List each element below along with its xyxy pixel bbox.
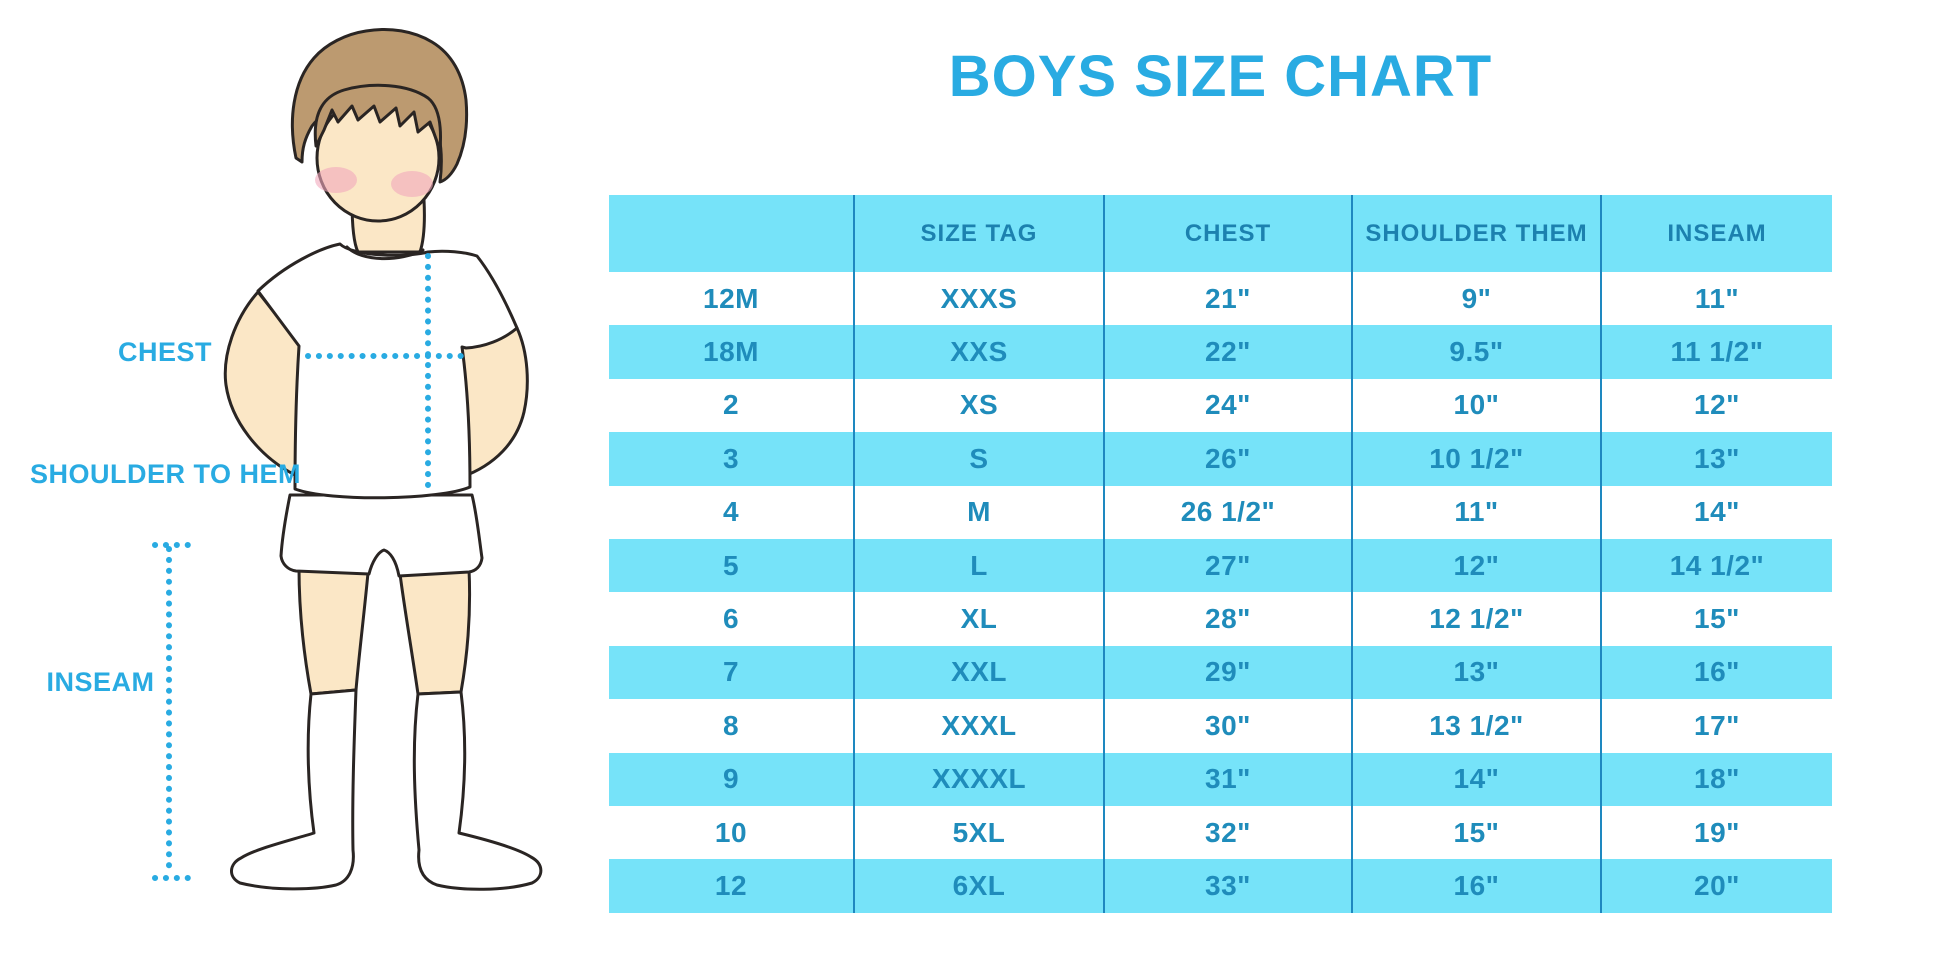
table-cell: 20" xyxy=(1600,859,1832,913)
table-row: 3 S 26" 10 1/2" 13" xyxy=(609,432,1832,486)
header-cell-size xyxy=(609,195,853,272)
size-cell: 7 xyxy=(722,656,740,688)
table-cell: M xyxy=(853,485,1103,539)
table-cell: 30" xyxy=(1103,699,1351,753)
table-cell: 12" xyxy=(1600,378,1832,433)
table-cell: 10 1/2" xyxy=(1351,432,1600,486)
table-cell: XXXXL xyxy=(853,752,1103,806)
table-row: 4 M 26 1/2" 11" 14" xyxy=(609,485,1832,539)
table-cell: 26 1/2" xyxy=(1103,485,1351,539)
size-table: SIZE TAG CHEST SHOULDER THEM INSEAM 12M X… xyxy=(609,195,1832,913)
table-cell: XXS xyxy=(853,325,1103,379)
boy-arms xyxy=(223,290,529,479)
measurement-lines xyxy=(152,253,465,881)
table-cell: XL xyxy=(853,592,1103,646)
boy-socks xyxy=(230,688,358,891)
boy-shirt xyxy=(256,242,519,500)
table-cell: XXXS xyxy=(853,272,1103,326)
table-row: 6 XL 28" 12 1/2" 15" xyxy=(609,592,1832,646)
table-cell: 9" xyxy=(1351,272,1600,326)
table-cell: L xyxy=(853,538,1103,593)
table-cell: 13" xyxy=(1351,645,1600,700)
table-cell: 26" xyxy=(1103,432,1351,486)
boy-hair-fringe xyxy=(313,83,442,152)
header-cell-chest: CHEST xyxy=(1103,195,1351,272)
table-cell: 16" xyxy=(1351,859,1600,913)
size-cell: 9 xyxy=(722,763,740,795)
size-cell: 2 xyxy=(722,389,740,421)
table-row: 12 6XL 33" 16" 20" xyxy=(609,859,1832,913)
table-cell: 10" xyxy=(1351,378,1600,433)
size-cell: 12 xyxy=(714,869,748,901)
boy-legs xyxy=(230,566,543,891)
table-cell: 33" xyxy=(1103,859,1351,913)
table-cell: 16" xyxy=(1600,645,1832,700)
table-cell: 21" xyxy=(1103,272,1351,326)
boy-head xyxy=(290,28,469,223)
size-table-body: 12M XXXS 21" 9" 11" 18M XXS 22" 9.5" 11 1/2" 2 XS 24… xyxy=(609,272,1832,913)
header-cell-shoulder-to-hem: SHOULDER THEM xyxy=(1351,195,1600,272)
header-cell-inseam: INSEAM xyxy=(1600,195,1832,272)
size-cell: 8 xyxy=(722,709,740,741)
table-cell: 11" xyxy=(1351,485,1600,539)
table-cell: 13 1/2" xyxy=(1351,699,1600,753)
boy-illustration xyxy=(152,28,543,891)
table-row: 7 XXL 29" 13" 16" xyxy=(609,645,1832,700)
size-cell: 6 xyxy=(722,603,740,635)
boy-socks xyxy=(412,690,543,891)
table-cell: 18" xyxy=(1600,752,1832,806)
table-cell: 9.5" xyxy=(1351,325,1600,379)
table-cell: 22" xyxy=(1103,325,1351,379)
boy-shorts xyxy=(279,493,484,578)
table-cell: XXL xyxy=(853,645,1103,700)
table-cell: 31" xyxy=(1103,752,1351,806)
table-row: 10 5XL 32" 15" 19" xyxy=(609,805,1832,860)
table-header-row: SIZE TAG CHEST SHOULDER THEM INSEAM xyxy=(609,195,1832,272)
table-row: 2 XS 24" 10" 12" xyxy=(609,378,1832,433)
table-cell: 15" xyxy=(1351,805,1600,860)
size-cell: 18M xyxy=(703,336,759,368)
table-row: 8 XXXL 30" 13 1/2" 17" xyxy=(609,699,1832,753)
table-row: 5 L 27" 12" 14 1/2" xyxy=(609,538,1832,593)
table-cell: 28" xyxy=(1103,592,1351,646)
table-cell: 19" xyxy=(1600,805,1832,860)
table-cell: 29" xyxy=(1103,645,1351,700)
table-cell: 12 1/2" xyxy=(1351,592,1600,646)
table-cell: 11" xyxy=(1600,272,1832,326)
table-cell: S xyxy=(853,432,1103,486)
table-row: 9 XXXXL 31" 14" 18" xyxy=(609,752,1832,806)
label-shoulder-to-hem: SHOULDER TO HEM xyxy=(30,459,302,489)
table-cell: 17" xyxy=(1600,699,1832,753)
table-cell: 27" xyxy=(1103,538,1351,593)
table-cell: 12" xyxy=(1351,538,1600,593)
boy-blush xyxy=(391,171,433,197)
table-cell: 13" xyxy=(1600,432,1832,486)
table-cell: 14 1/2" xyxy=(1600,538,1832,593)
size-cell: 3 xyxy=(722,442,740,474)
size-cell: 4 xyxy=(722,496,740,528)
table-cell: 6XL xyxy=(853,859,1103,913)
size-cell: 5 xyxy=(722,549,740,581)
label-chest: CHEST xyxy=(117,337,212,367)
page-title: BOYS SIZE CHART xyxy=(948,43,1493,109)
table-row: 12M XXXS 21" 9" 11" xyxy=(609,272,1832,326)
table-cell: 14" xyxy=(1600,485,1832,539)
table-row: 18M XXS 22" 9.5" 11 1/2" xyxy=(609,325,1832,379)
table-cell: 15" xyxy=(1600,592,1832,646)
size-cell: 12M xyxy=(703,282,759,314)
size-cell: 10 xyxy=(714,816,748,848)
table-cell: 24" xyxy=(1103,378,1351,433)
header-cell-size-tag: SIZE TAG xyxy=(853,195,1103,272)
table-cell: 14" xyxy=(1351,752,1600,806)
table-cell: 32" xyxy=(1103,805,1351,860)
table-cell: XXXL xyxy=(853,699,1103,753)
table-cell: XS xyxy=(853,378,1103,433)
boy-blush xyxy=(315,167,357,193)
table-cell: 11 1/2" xyxy=(1600,325,1832,379)
label-inseam: INSEAM xyxy=(46,667,155,697)
table-cell: 5XL xyxy=(853,805,1103,860)
